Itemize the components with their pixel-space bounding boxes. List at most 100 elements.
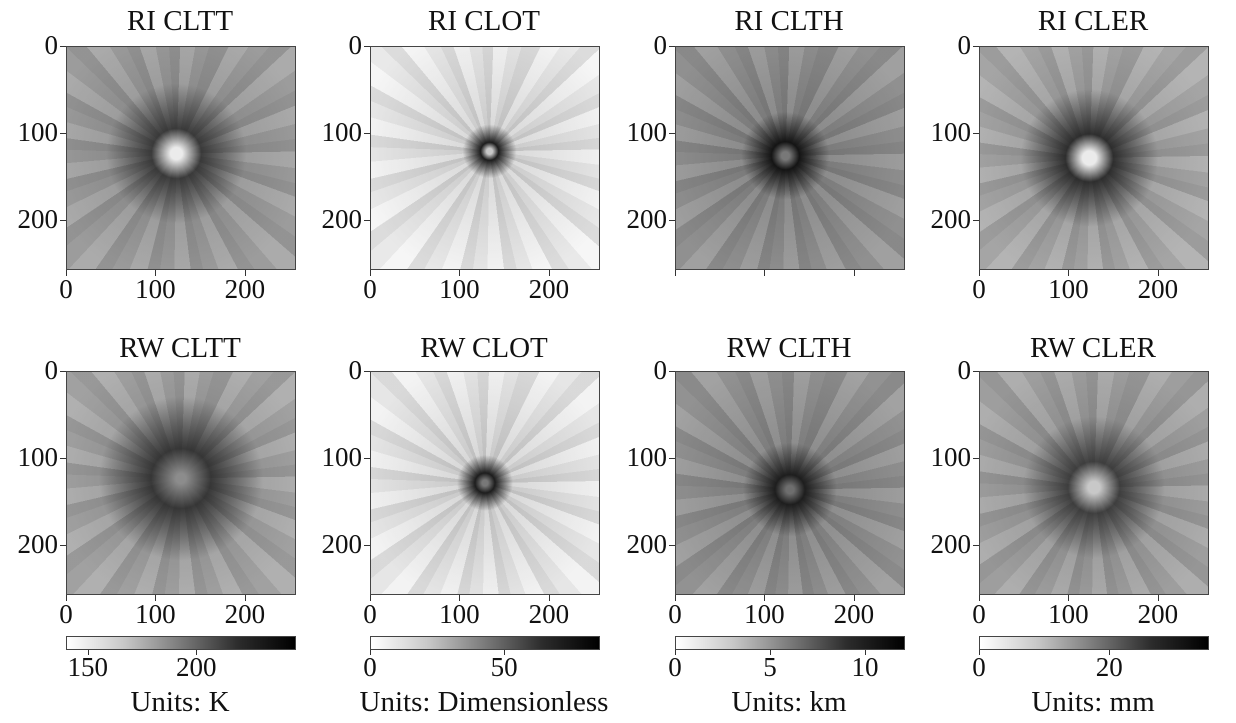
y-tick-mark [973,371,979,372]
y-tick-label: 0 [44,355,59,385]
storm-pattern [980,372,1208,594]
storm-pattern [67,47,295,269]
x-tick-label: 100 [439,599,480,629]
colorbar-tick-label: 20 [1095,652,1123,682]
y-tick-label: 0 [653,30,668,60]
y-tick-mark [60,371,66,372]
y-tick-label: 100 [626,442,668,473]
storm-pattern [980,47,1208,269]
x-tick-label: 0 [363,599,377,629]
colorbar-tick-mark [196,650,198,655]
colorbar-tick-label: 0 [668,652,682,682]
y-tick-label: 0 [653,355,668,385]
storm-pattern [371,372,599,594]
panel-title: RW CLTH [726,332,852,364]
y-tick-mark [669,133,675,135]
x-tick-mark [675,595,676,601]
x-tick-label: 0 [59,599,73,629]
y-tick-mark [364,458,370,460]
x-tick-label: 200 [528,599,570,629]
y-tick-label: 100 [930,442,972,473]
colorbar-tick-mark [370,650,371,655]
x-tick-mark [764,595,766,601]
x-tick-label: 0 [972,274,986,304]
y-tick-label: 100 [321,442,363,473]
y-tick-mark [364,545,370,547]
y-tick-mark [60,220,66,222]
units-label: Units: K [130,686,230,718]
cloud-image-cler-ri [979,46,1209,270]
x-tick-label: 100 [439,274,480,304]
x-tick-mark [66,270,67,276]
x-tick-mark [979,270,980,276]
y-tick-mark [973,458,979,460]
panel-title: RI CLER [1037,5,1149,37]
y-tick-label: 200 [626,529,668,560]
y-tick-mark [669,458,675,460]
storm-pattern [676,47,904,269]
y-tick-mark [973,220,979,222]
y-tick-mark [364,371,370,372]
y-tick-label: 200 [930,529,972,560]
x-tick-label: 0 [972,599,986,629]
units-label: Units: Dimensionless [359,686,609,718]
storm-pattern [676,372,904,594]
colorbar-tick-mark [770,650,771,655]
colorbar-tick-mark [1109,650,1111,655]
x-tick-mark [1068,270,1070,276]
y-tick-label: 100 [17,442,59,473]
x-tick-label: 200 [528,274,570,304]
colorbar-tick-label: 5 [763,652,777,682]
colorbar-tick-label: 0 [972,652,986,682]
units-label: Units: km [731,686,847,718]
cloud-image-clth-rw [675,371,905,595]
x-tick-mark [370,595,371,601]
y-tick-label: 100 [626,117,668,148]
x-tick-mark [675,270,676,276]
y-tick-label: 200 [321,529,363,560]
y-tick-mark [60,458,66,460]
y-tick-mark [669,46,675,47]
y-tick-label: 200 [321,204,363,235]
colorbar-tick-mark [865,650,866,655]
x-tick-mark [244,270,246,276]
colorbar-tick-label: 0 [363,652,377,682]
colorbar-tick-mark [504,650,506,655]
y-tick-label: 200 [17,529,59,560]
colorbar-tick-label: 50 [490,652,518,682]
x-tick-mark [853,595,855,601]
cloud-image-clot-ri [370,46,600,270]
y-tick-mark [973,133,979,135]
x-tick-mark [459,270,461,276]
panel-title: RI CLTH [734,5,844,37]
storm-pattern [67,372,295,594]
colorbar-tick-mark [87,650,89,655]
x-tick-mark [1068,595,1070,601]
x-tick-mark [244,595,246,601]
y-tick-mark [669,545,675,547]
x-tick-label: 200 [224,274,266,304]
panel-title: RW CLOT [420,332,548,364]
x-tick-mark [66,595,67,601]
y-tick-label: 100 [321,117,363,148]
x-tick-label: 0 [59,274,73,304]
x-tick-label: 100 [744,599,785,629]
x-tick-mark [459,595,461,601]
x-tick-label: 200 [1137,599,1179,629]
colorbar-tick-mark [675,650,676,655]
panel-title: RI CLTT [126,5,234,37]
y-tick-mark [60,46,66,47]
x-tick-label: 100 [135,599,176,629]
colorbar-tick-label: 150 [67,652,108,682]
cloud-image-cltt-rw [66,371,296,595]
cloud-image-clot-rw [370,371,600,595]
y-tick-label: 200 [930,204,972,235]
y-tick-mark [973,545,979,547]
x-tick-label: 100 [1048,599,1089,629]
cloud-image-clth-ri [675,46,905,270]
x-tick-mark [155,595,157,601]
cloud-image-cler-rw [979,371,1209,595]
x-tick-mark [979,595,980,601]
y-tick-label: 200 [626,204,668,235]
y-tick-label: 0 [957,355,972,385]
